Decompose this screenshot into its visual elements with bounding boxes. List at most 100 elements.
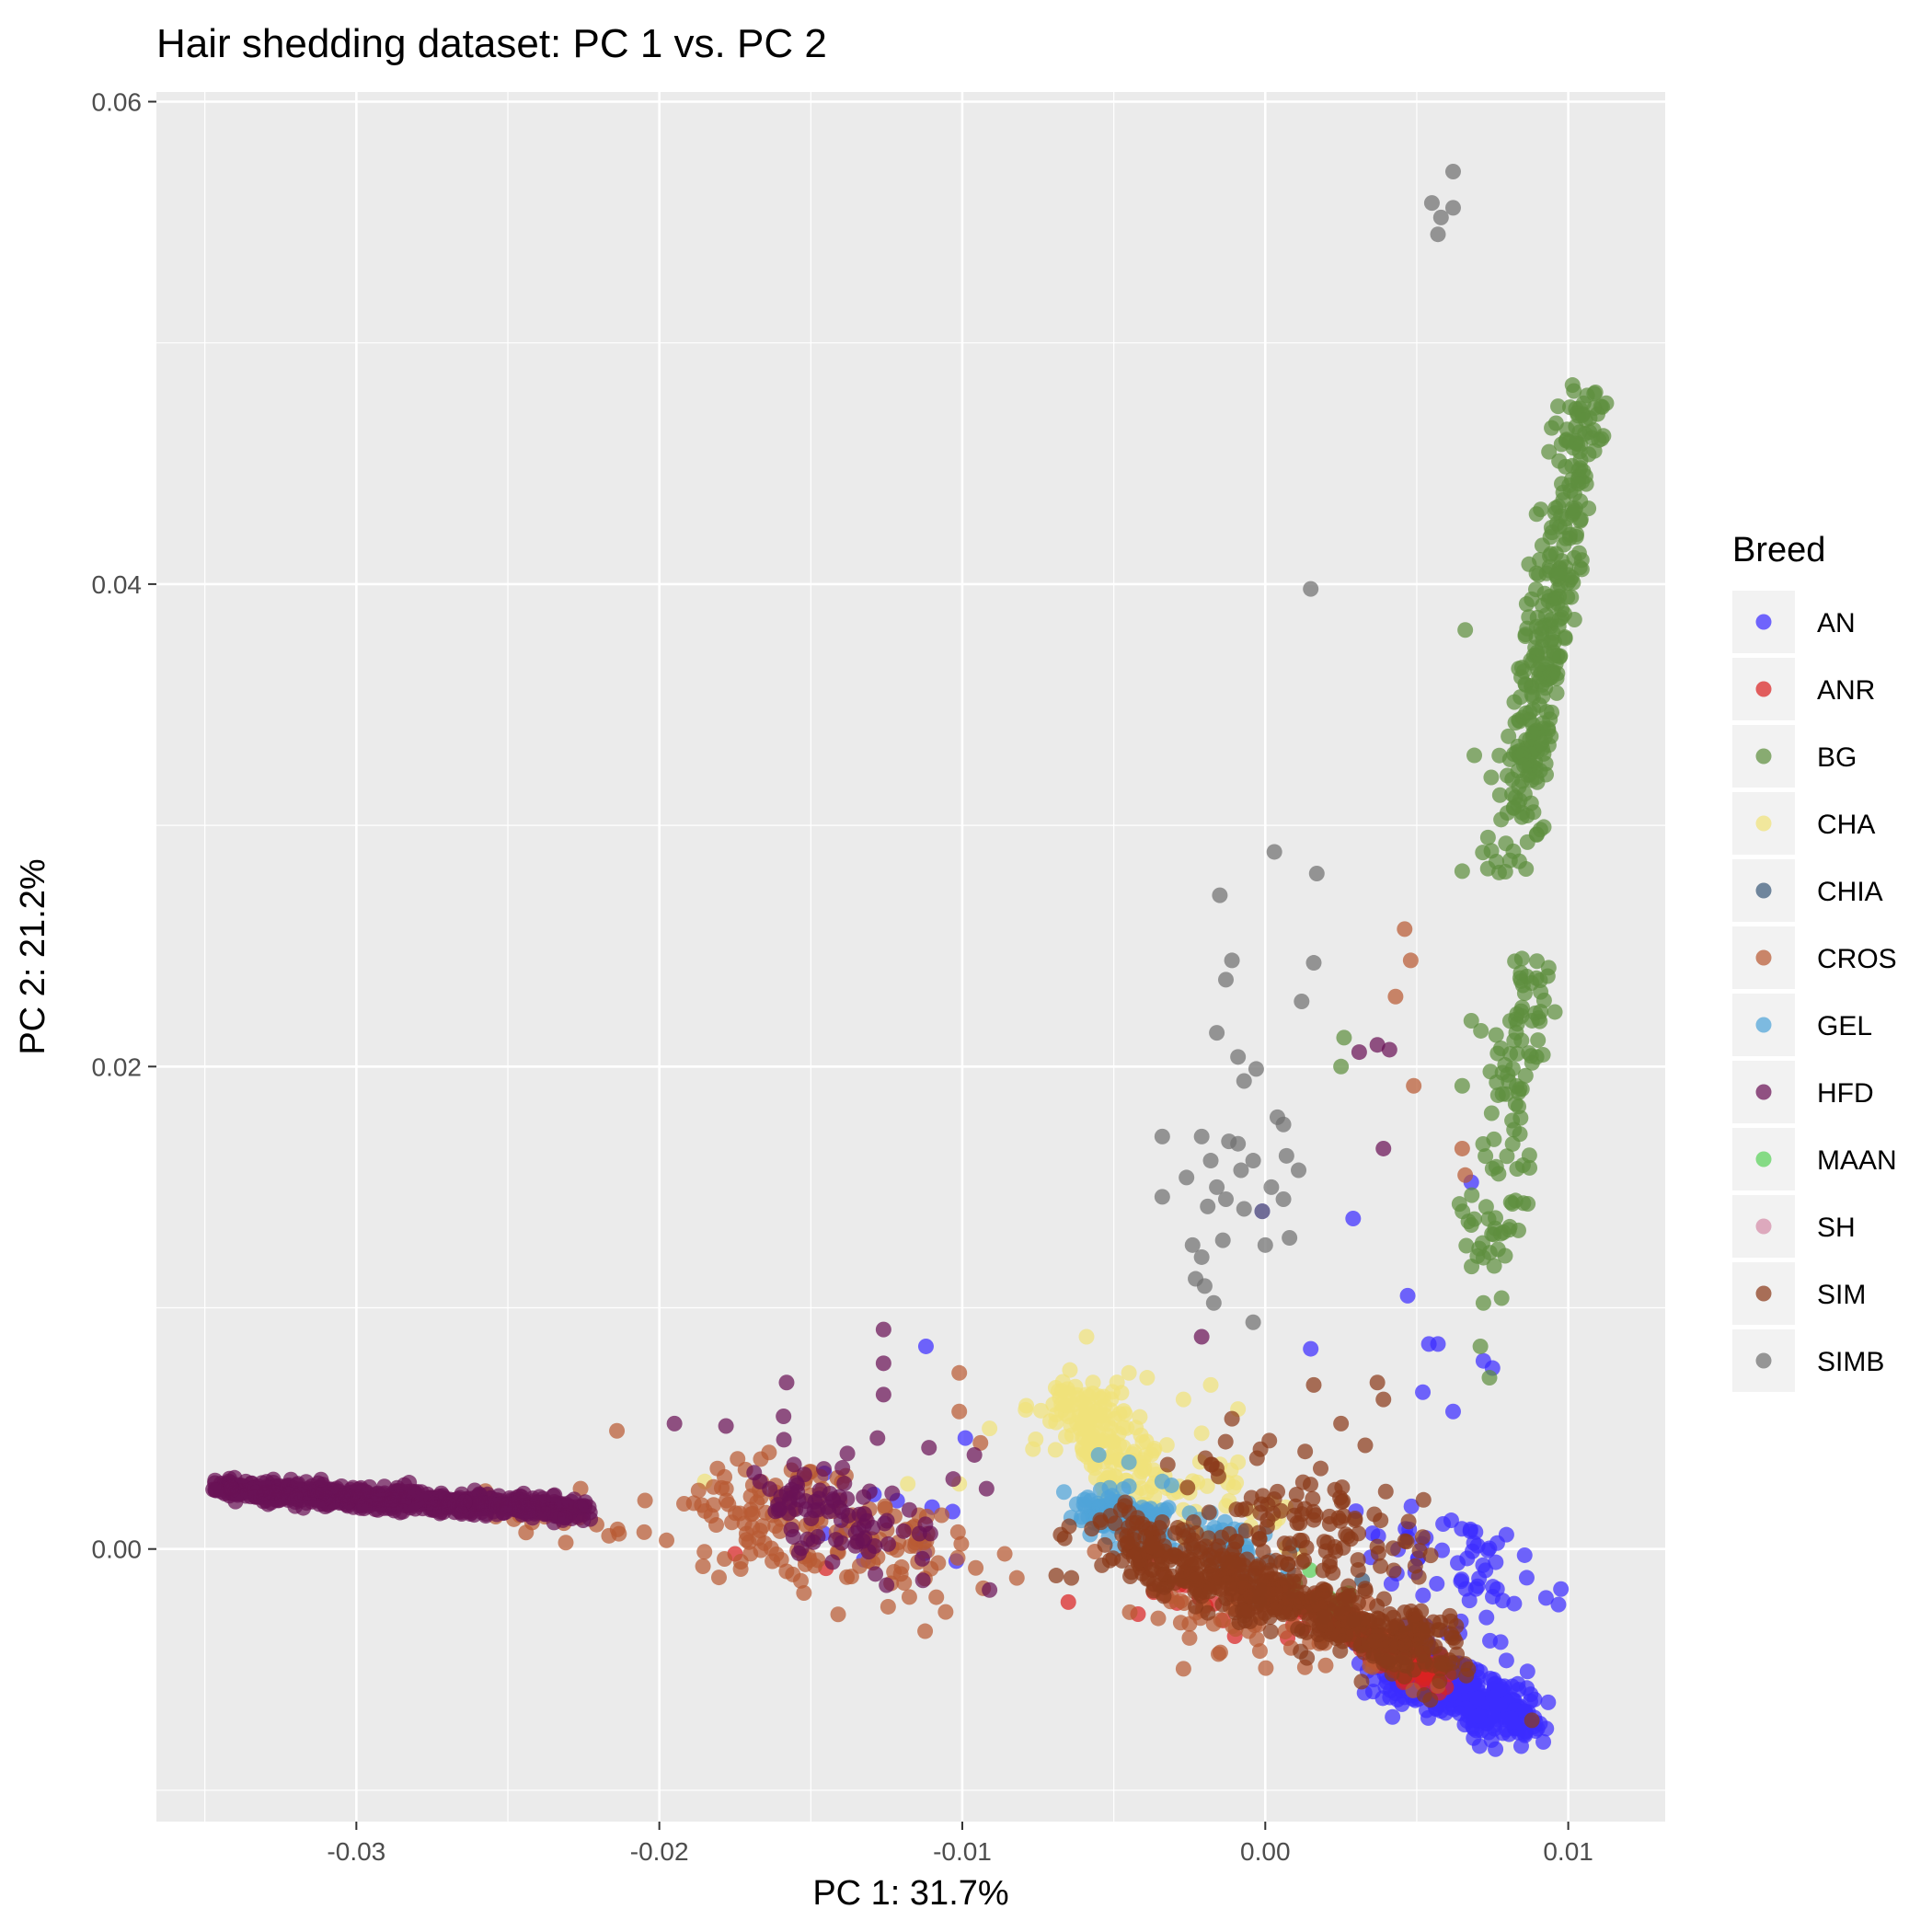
point-sim bbox=[1414, 1623, 1431, 1639]
point-simb bbox=[1257, 1236, 1273, 1253]
point-gel bbox=[1055, 1484, 1072, 1501]
point-cha bbox=[1074, 1416, 1090, 1432]
point-sim bbox=[1350, 1552, 1366, 1569]
point-gel bbox=[1121, 1454, 1137, 1470]
legend-swatch bbox=[1755, 1084, 1772, 1100]
point-cha bbox=[1109, 1374, 1125, 1391]
point-an bbox=[1383, 1682, 1399, 1698]
point-sim bbox=[1445, 1629, 1462, 1646]
point-hfd bbox=[557, 1510, 573, 1526]
point-sim bbox=[1214, 1547, 1231, 1564]
point-cha bbox=[1193, 1425, 1210, 1442]
data-points bbox=[205, 164, 1615, 1757]
point-bg bbox=[1466, 1211, 1482, 1227]
point-cros bbox=[696, 1502, 713, 1519]
point-hfd bbox=[778, 1374, 795, 1391]
point-cros bbox=[1175, 1661, 1191, 1677]
point-gel bbox=[1073, 1512, 1089, 1529]
point-bg bbox=[1506, 694, 1523, 710]
point-an bbox=[1415, 1587, 1432, 1604]
point-simb bbox=[1184, 1236, 1201, 1253]
point-hfd bbox=[403, 1483, 420, 1500]
point-sim bbox=[1176, 1529, 1192, 1546]
point-sim bbox=[1397, 1604, 1413, 1620]
legend-swatch bbox=[1755, 882, 1772, 899]
point-cros bbox=[907, 1537, 924, 1554]
point-sim bbox=[1366, 1633, 1383, 1650]
point-sim bbox=[1416, 1653, 1432, 1670]
point-cros bbox=[1397, 921, 1413, 937]
point-hfd bbox=[316, 1484, 333, 1501]
series-hfd bbox=[205, 1037, 1397, 1598]
x-axis-title: PC 1: 31.7% bbox=[812, 1874, 1008, 1913]
point-cros bbox=[851, 1558, 868, 1574]
point-sim bbox=[1162, 1548, 1179, 1565]
point-sim bbox=[1272, 1502, 1289, 1519]
point-cros bbox=[1258, 1660, 1274, 1676]
legend-label: HFD bbox=[1817, 1078, 1874, 1109]
point-simb bbox=[1217, 972, 1234, 988]
legend-item-an: AN bbox=[1732, 591, 1856, 653]
point-sim bbox=[1064, 1570, 1080, 1586]
point-hfd bbox=[877, 1515, 893, 1532]
point-cha bbox=[1158, 1437, 1175, 1454]
point-an bbox=[1502, 1710, 1519, 1727]
point-bg bbox=[1520, 1196, 1536, 1213]
point-sim bbox=[1369, 1374, 1386, 1391]
point-sim bbox=[1235, 1602, 1251, 1618]
point-an bbox=[1488, 1554, 1504, 1570]
point-cros bbox=[744, 1505, 761, 1522]
y-axis-title: PC 2: 21.2% bbox=[14, 858, 52, 1054]
point-bg bbox=[1528, 565, 1545, 581]
point-hfd bbox=[537, 1506, 554, 1523]
point-hfd bbox=[776, 1432, 792, 1448]
point-bg bbox=[1508, 1078, 1524, 1095]
point-hfd bbox=[855, 1533, 871, 1549]
point-an bbox=[1454, 1571, 1470, 1588]
point-hfd bbox=[334, 1488, 351, 1504]
point-hfd bbox=[666, 1415, 683, 1432]
point-cros bbox=[676, 1496, 693, 1512]
point-sim bbox=[1117, 1494, 1133, 1511]
point-bg bbox=[1562, 399, 1579, 416]
point-cha bbox=[1062, 1362, 1078, 1378]
point-sim bbox=[1288, 1487, 1305, 1503]
legend-title: Breed bbox=[1732, 531, 1825, 569]
point-bg bbox=[1486, 1226, 1502, 1243]
point-cha bbox=[1110, 1425, 1127, 1442]
point-sim bbox=[1201, 1504, 1217, 1521]
point-bg bbox=[1512, 742, 1528, 759]
point-bg bbox=[1545, 596, 1561, 613]
point-sim bbox=[1353, 1673, 1370, 1690]
point-sim bbox=[1294, 1533, 1310, 1549]
point-an bbox=[1472, 1663, 1489, 1680]
legend-swatch bbox=[1755, 748, 1772, 765]
y-tick-label: 0.06 bbox=[92, 87, 143, 116]
point-hfd bbox=[362, 1478, 378, 1495]
point-an bbox=[1462, 1521, 1478, 1537]
point-cros bbox=[637, 1492, 653, 1509]
point-cros bbox=[951, 1403, 968, 1420]
series-simb bbox=[1154, 164, 1461, 1330]
point-hfd bbox=[1369, 1037, 1386, 1053]
point-cha bbox=[1032, 1402, 1049, 1419]
point-an bbox=[1506, 1595, 1523, 1612]
legend-item-chia: CHIA bbox=[1732, 859, 1883, 922]
point-hfd bbox=[1375, 1140, 1392, 1156]
point-bg bbox=[1572, 437, 1589, 454]
point-sim bbox=[1386, 1562, 1402, 1579]
point-sim bbox=[1294, 1554, 1310, 1570]
point-bg bbox=[1517, 1067, 1534, 1084]
y-tick-label: 0.02 bbox=[92, 1052, 143, 1081]
point-bg bbox=[1519, 807, 1535, 823]
point-simb bbox=[1248, 1061, 1264, 1077]
point-cros bbox=[1150, 1610, 1167, 1627]
point-hfd bbox=[945, 1471, 961, 1488]
point-hfd bbox=[247, 1484, 264, 1501]
point-cha bbox=[1018, 1397, 1035, 1414]
point-cros bbox=[1248, 1631, 1265, 1648]
point-sim bbox=[1093, 1514, 1110, 1531]
point-hfd bbox=[815, 1461, 832, 1478]
point-bg bbox=[1502, 1194, 1519, 1211]
point-sim bbox=[1366, 1506, 1383, 1523]
